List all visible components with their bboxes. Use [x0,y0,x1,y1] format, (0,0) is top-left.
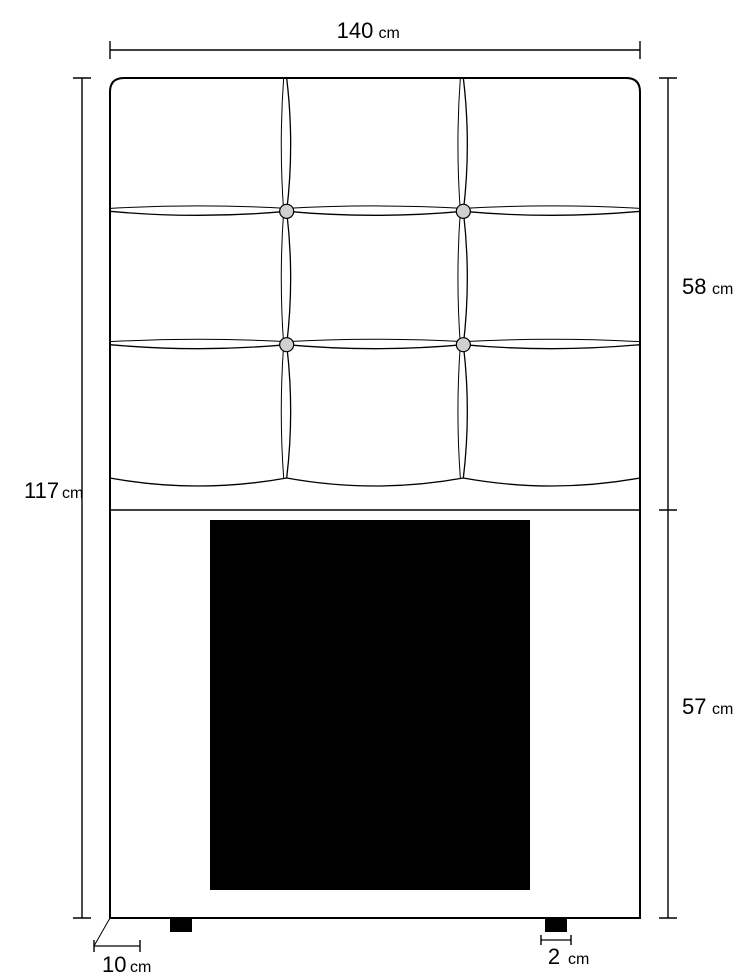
svg-text:57: 57 [682,694,706,719]
svg-text:10: 10 [102,952,126,977]
svg-text:cm: cm [379,25,400,42]
svg-text:cm: cm [568,951,589,968]
svg-text:cm: cm [712,701,733,718]
svg-text:cm: cm [712,281,733,298]
diagram-stage: 140cm117cm58cm57cm2cm10cm [0,0,750,980]
svg-text:58: 58 [682,274,706,299]
svg-text:cm: cm [62,485,83,502]
svg-text:117: 117 [24,478,59,503]
svg-text:2: 2 [548,944,560,969]
svg-text:cm: cm [130,959,151,976]
svg-text:140: 140 [337,18,374,43]
